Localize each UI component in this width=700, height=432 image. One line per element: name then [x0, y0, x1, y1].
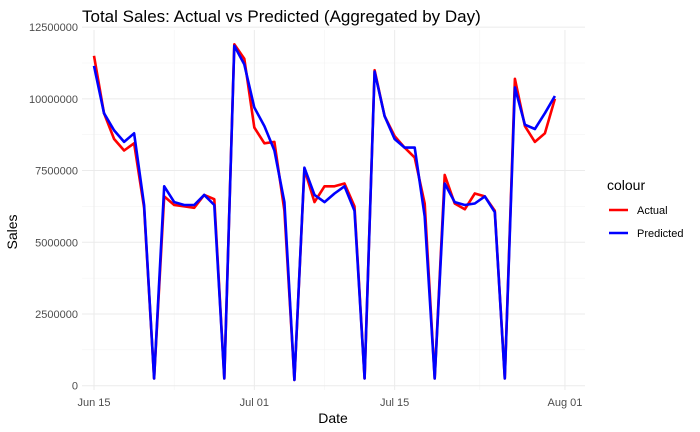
- y-tick-label: 0: [72, 381, 78, 393]
- y-tick-label: 12500000: [29, 22, 78, 34]
- legend-entries: Actual Predicted: [609, 205, 683, 240]
- series-lines: [92, 42, 557, 382]
- x-tick-label: Jun 15: [78, 397, 111, 409]
- legend-label-actual: Actual: [637, 205, 668, 217]
- x-axis-tick-labels: Jun 15 Jul 01 Jul 15 Aug 01: [78, 397, 583, 409]
- minor-gridlines: [82, 30, 585, 390]
- x-tick-label: Aug 01: [548, 397, 583, 409]
- legend-title: colour: [607, 177, 645, 193]
- legend-label-predicted: Predicted: [637, 228, 683, 240]
- x-tick-label: Jul 15: [380, 397, 409, 409]
- series-line-predicted: [92, 44, 557, 382]
- y-axis-tick-labels: 0 2500000 5000000 7500000 10000000 12500000: [29, 22, 78, 393]
- y-tick-label: 5000000: [35, 237, 78, 249]
- legend: colour Actual Predicted: [607, 177, 683, 240]
- y-tick-label: 10000000: [29, 94, 78, 106]
- chart-title: Total Sales: Actual vs Predicted (Aggreg…: [82, 7, 481, 26]
- y-tick-label: 2500000: [35, 309, 78, 321]
- series-line-actual: [92, 42, 557, 382]
- x-tick-label: Jul 01: [240, 397, 269, 409]
- y-axis-title: Sales: [4, 214, 20, 249]
- y-tick-label: 7500000: [35, 166, 78, 178]
- x-axis-title: Date: [318, 410, 348, 426]
